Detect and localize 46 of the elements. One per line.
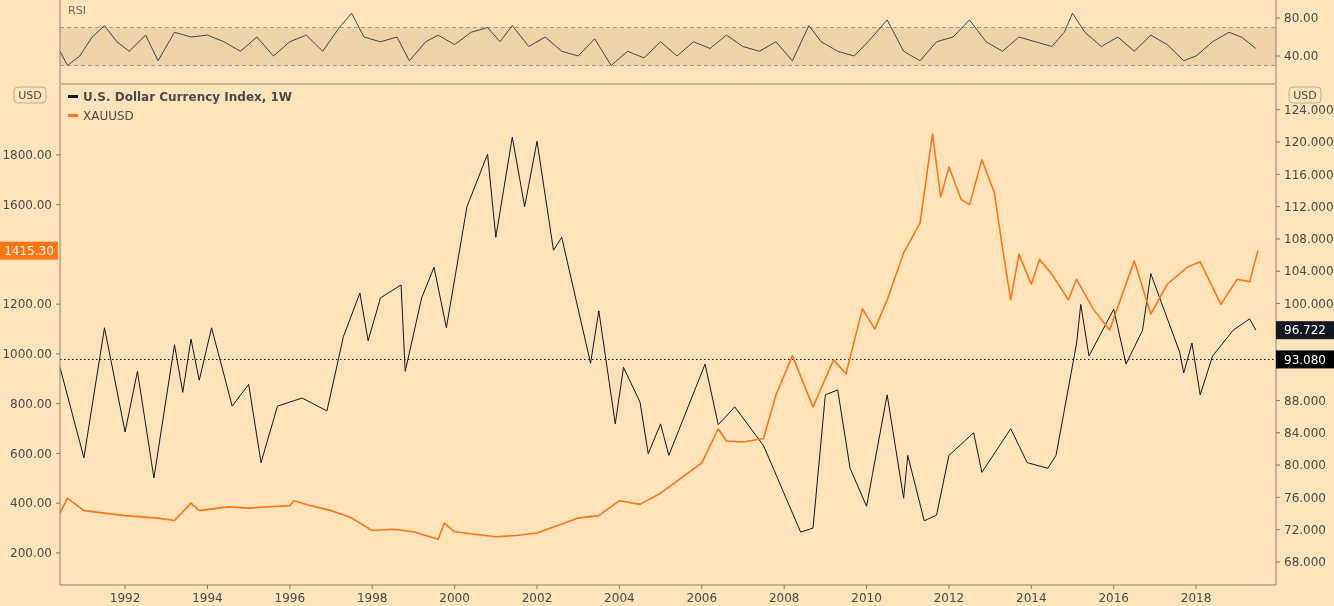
x-tick-label: 2018 [1180,591,1212,606]
x-tick-label: 1996 [274,591,306,606]
x-tick-label: 1998 [356,591,388,606]
line-series [60,12,1257,66]
x-tick-label: 2004 [604,591,635,606]
x-tick-label: 2002 [521,591,553,606]
y-tick-label: 1800.00 [2,148,52,163]
x-tick-label: 2010 [851,591,882,606]
x-tick-label: 2000 [439,591,470,606]
y2-tick-label: 80.000 [1284,458,1326,473]
y2-tick-label: 124.000 [1284,102,1334,117]
y-tick-label: 600.00 [10,446,52,461]
y2-tick-label: 108.000 [1284,232,1334,247]
y-tick-label: 1600.00 [2,197,52,212]
chart-title: RSI [68,4,86,17]
legend-label: XAUUSD [83,109,134,124]
x-tick-label: 1994 [192,591,223,606]
y-tick-label: 1000.00 [2,347,52,362]
y-tick-label: 80.00 [1284,11,1319,26]
x-tick-label: 2016 [1098,591,1129,606]
y2-tick-label: 112.000 [1284,199,1334,214]
legend-label: U.S. Dollar Currency Index, 1W [83,90,293,105]
y2-tick-label: 68.000 [1284,555,1326,570]
y2-tick-label: 72.000 [1284,522,1326,537]
y2-axis-title: USD [1293,88,1317,102]
y-tick-label: 800.00 [10,396,52,411]
y2-tick-label: 120.000 [1284,135,1334,150]
text: 1415.30 [4,243,54,258]
y-axis-title: USD [18,88,42,102]
text: 96.722 [1284,323,1326,338]
y2-tick-label: 104.000 [1284,264,1334,279]
y-tick-label: 400.00 [10,496,52,511]
x-tick-label: 2008 [768,591,800,606]
y2-tick-label: 88.000 [1284,393,1326,408]
y-tick-label: 200.00 [10,546,52,561]
x-tick-label: 2012 [933,591,965,606]
y2-tick-label: 116.000 [1284,167,1334,182]
y2-tick-label: 84.000 [1284,425,1326,440]
y2-tick-label: 100.000 [1284,296,1334,311]
y-tick-label: 40.00 [1284,49,1319,64]
x-tick-label: 2014 [1016,591,1047,606]
x-tick-label: 1992 [109,591,141,606]
ref-line-label: 93.080 [1284,352,1326,367]
y-tick-label: 1200.00 [2,297,52,312]
y2-tick-label: 76.000 [1284,490,1326,505]
x-tick-label: 2006 [686,591,718,606]
